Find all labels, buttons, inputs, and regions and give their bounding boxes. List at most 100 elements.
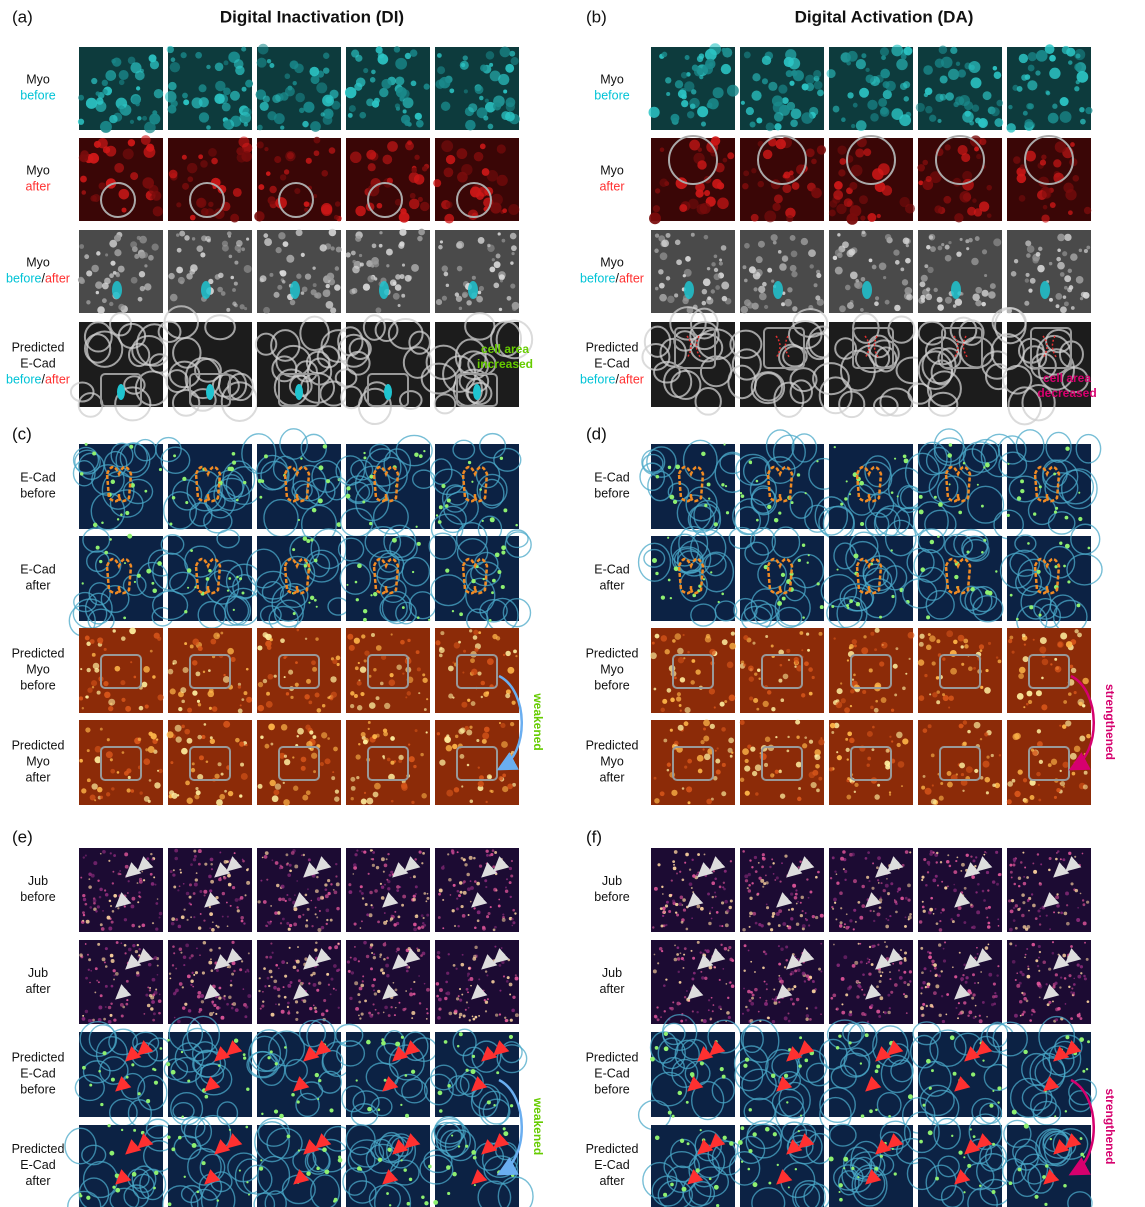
signal-spot — [925, 87, 933, 95]
signal-spot — [770, 928, 773, 931]
signal-spot — [1085, 107, 1092, 114]
signal-spot — [176, 736, 182, 742]
signal-spot — [940, 782, 943, 785]
signal-spot — [337, 663, 340, 666]
signal-spot — [326, 973, 329, 976]
signal-spot — [469, 726, 472, 729]
row-label: Predicted — [12, 647, 65, 661]
signal-spot — [792, 953, 795, 956]
signal-spot — [506, 980, 509, 983]
signal-spot — [245, 971, 247, 973]
signal-spot — [1036, 252, 1041, 257]
signal-spot — [758, 862, 760, 864]
signal-spot — [786, 70, 793, 77]
signal-spot — [984, 687, 991, 694]
signal-spot — [924, 674, 927, 677]
signal-spot — [123, 148, 134, 159]
signal-spot — [510, 233, 517, 240]
signal-spot — [159, 468, 162, 471]
signal-spot — [479, 96, 484, 101]
signal-spot — [383, 943, 387, 947]
signal-spot — [871, 887, 874, 890]
overlay-blob — [112, 281, 122, 299]
signal-spot — [852, 639, 857, 644]
signal-spot — [203, 941, 207, 945]
signal-spot — [170, 62, 180, 72]
signal-spot — [791, 865, 795, 869]
signal-spot — [1076, 918, 1080, 922]
signal-spot — [945, 92, 954, 101]
signal-spot — [1048, 763, 1052, 767]
signal-spot — [886, 878, 888, 880]
signal-spot — [775, 770, 779, 774]
signal-spot — [879, 616, 882, 619]
signal-spot — [421, 862, 423, 864]
signal-spot — [303, 999, 307, 1003]
signal-spot — [1088, 547, 1091, 550]
signal-spot — [499, 722, 501, 724]
signal-spot — [652, 926, 654, 928]
signal-spot — [993, 66, 998, 71]
signal-spot — [171, 1070, 176, 1075]
signal-spot — [767, 922, 770, 925]
signal-spot — [112, 57, 121, 66]
signal-spot — [654, 887, 658, 891]
signal-spot — [833, 256, 837, 260]
signal-spot — [447, 498, 451, 502]
signal-spot — [424, 983, 426, 985]
signal-spot — [390, 914, 393, 917]
signal-spot — [297, 629, 300, 632]
signal-spot — [108, 706, 113, 711]
signal-spot — [1017, 693, 1024, 700]
signal-spot — [772, 862, 774, 864]
annotation: strengthened — [1103, 684, 1117, 760]
signal-spot — [674, 566, 679, 571]
signal-spot — [691, 987, 694, 990]
signal-spot — [179, 885, 181, 887]
signal-spot — [967, 730, 971, 734]
signal-spot — [239, 112, 251, 124]
signal-spot — [788, 909, 790, 911]
signal-spot — [919, 695, 925, 701]
signal-spot — [232, 288, 236, 292]
signal-spot — [455, 968, 457, 970]
signal-spot — [136, 86, 140, 90]
signal-spot — [154, 1069, 157, 1072]
signal-spot — [674, 293, 678, 297]
signal-spot — [124, 918, 127, 921]
signal-spot — [998, 925, 1000, 927]
signal-spot — [1070, 753, 1077, 760]
signal-spot — [936, 639, 940, 643]
signal-spot — [1008, 639, 1012, 643]
signal-spot — [682, 787, 685, 790]
signal-spot — [187, 163, 197, 173]
signal-spot — [1039, 646, 1046, 653]
signal-spot — [191, 768, 195, 772]
signal-spot — [874, 301, 879, 306]
signal-spot — [1065, 720, 1071, 726]
row-label: E-Cad — [20, 1067, 55, 1081]
signal-spot — [817, 871, 820, 874]
signal-spot — [806, 1007, 808, 1009]
row-label: Jub — [28, 966, 48, 980]
signal-spot — [512, 921, 515, 924]
signal-spot — [287, 873, 291, 877]
signal-spot — [727, 997, 729, 999]
signal-spot — [680, 710, 682, 712]
signal-spot — [199, 112, 209, 122]
signal-spot — [280, 638, 285, 643]
signal-spot — [503, 975, 505, 977]
signal-spot — [304, 957, 307, 960]
signal-spot — [723, 443, 725, 445]
signal-spot — [512, 306, 517, 311]
signal-spot — [119, 70, 129, 80]
overlay-blob — [862, 281, 872, 299]
signal-spot — [273, 789, 279, 795]
signal-spot — [352, 873, 354, 875]
signal-spot — [660, 147, 665, 152]
signal-spot — [336, 656, 341, 661]
row-label-part: E-Cad — [20, 1158, 55, 1172]
panel-label: (e) — [12, 827, 33, 846]
signal-spot — [764, 981, 766, 983]
signal-spot — [275, 1062, 278, 1065]
